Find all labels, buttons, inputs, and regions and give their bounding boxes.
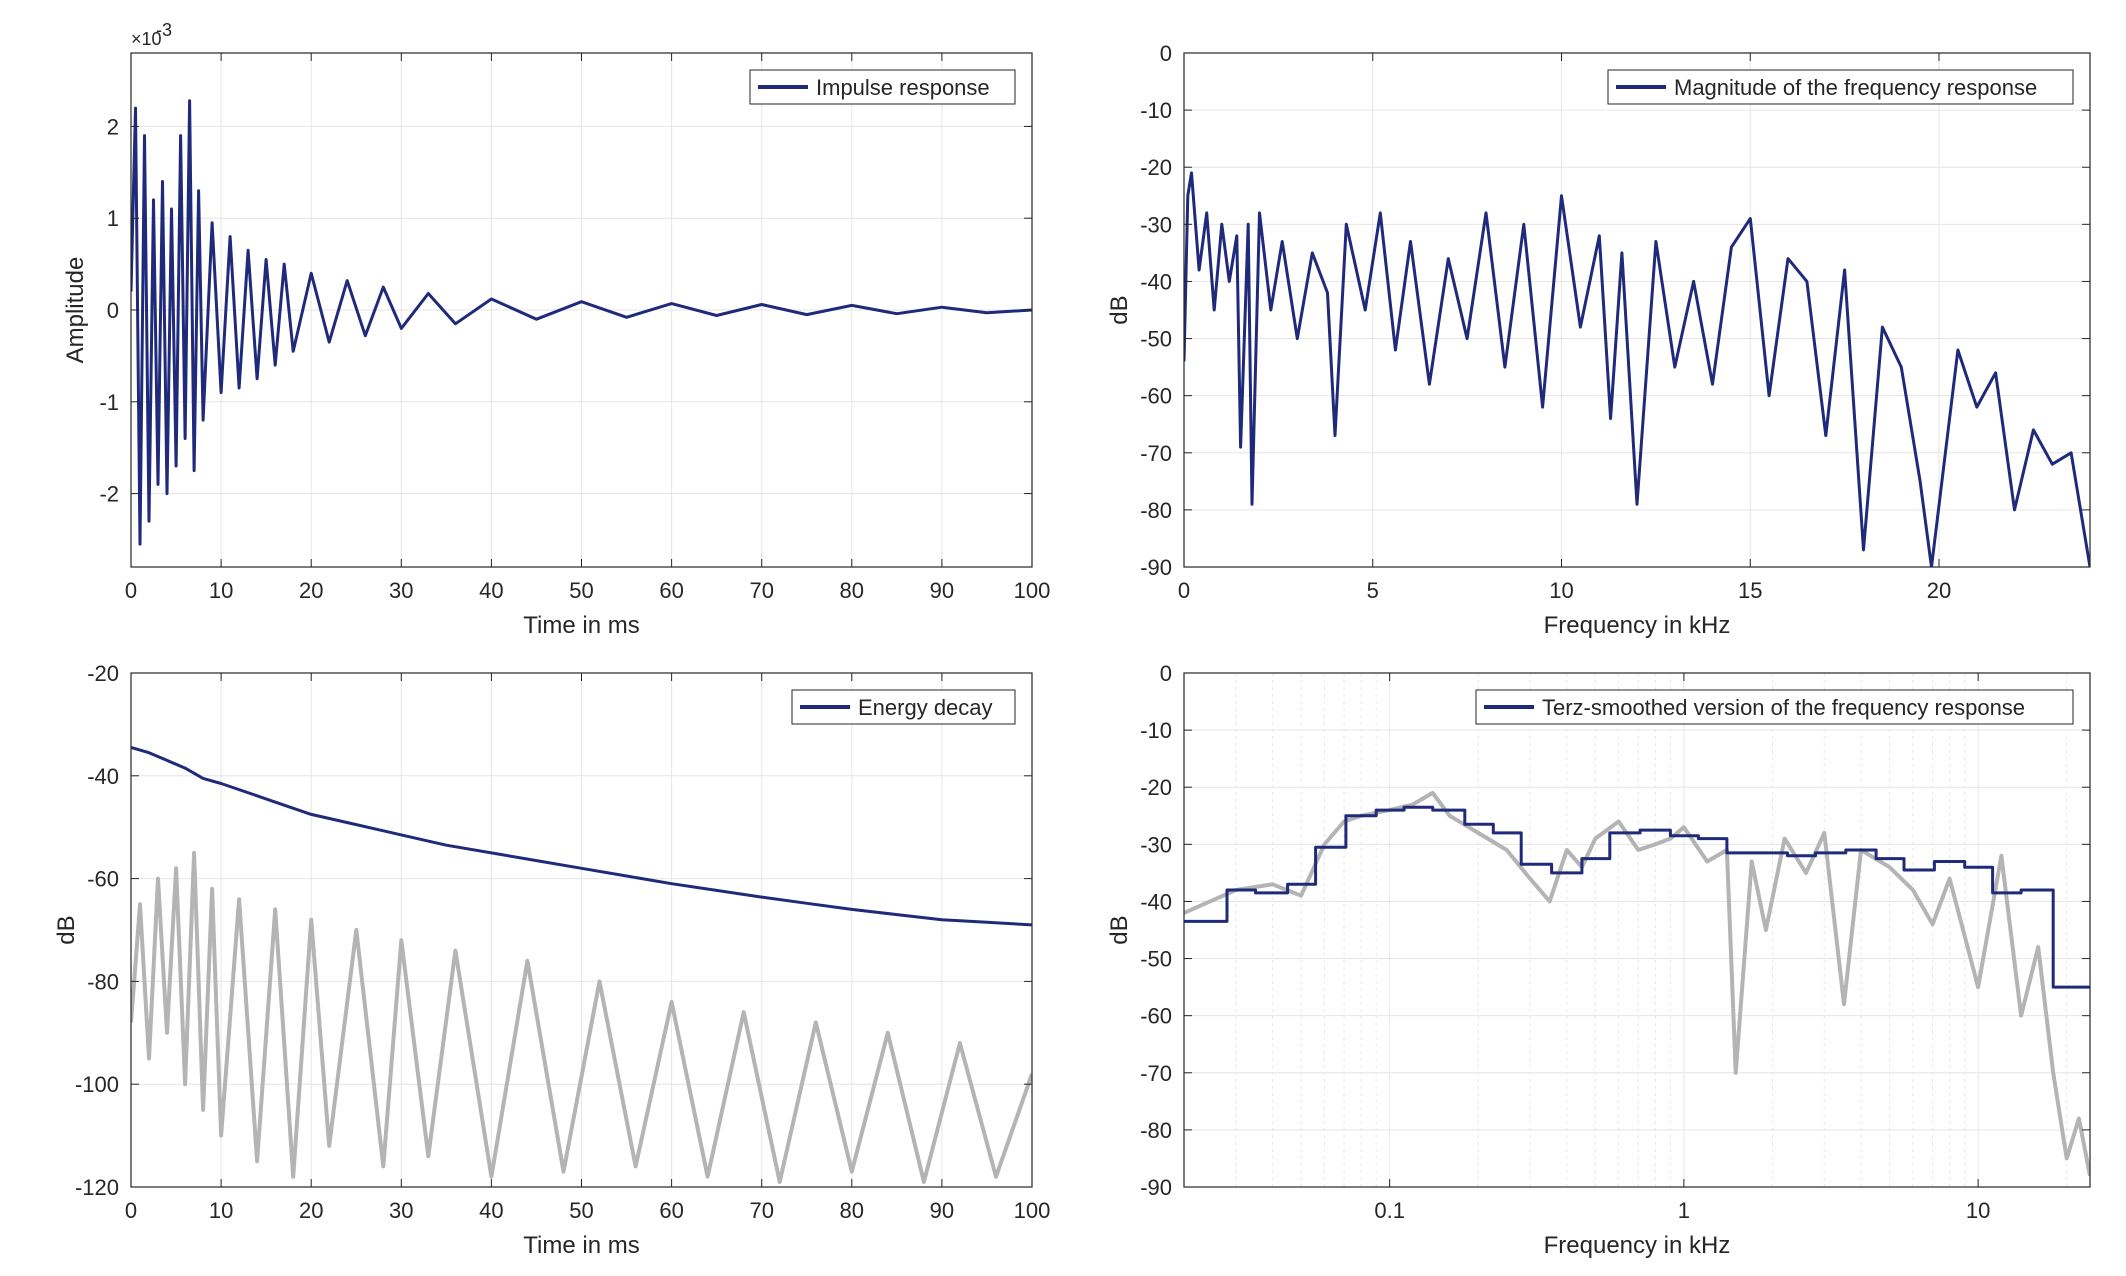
x-tick-label: 60 [659, 1198, 683, 1223]
y-tick-label: -60 [1140, 1004, 1172, 1029]
x-axis-label: Frequency in kHz [1544, 1232, 1731, 1259]
x-tick-label: 0 [125, 578, 137, 603]
chart-panel-3: 0 10 20 30 40 50 60 70 80 90 100 -20 -40 -60 -80 -100 -1… [53, 661, 1050, 1259]
legend-box [1475, 689, 2074, 725]
x-tick-label: 20 [299, 1198, 323, 1223]
x-axis-label: Time in ms [523, 1232, 639, 1259]
x-tick-label: 70 [749, 1198, 773, 1223]
y-tick-label: -30 [1140, 212, 1172, 237]
y-tick-label: -20 [1140, 155, 1172, 180]
y-tick-label: 0 [107, 298, 119, 323]
y-tick-label: 0 [1160, 661, 1172, 686]
series-line-1 [131, 746, 1032, 927]
x-tick-label: 10 [209, 1198, 233, 1223]
x-tick-label: 0.1 [1374, 1198, 1405, 1223]
x-tick-label: 40 [479, 1198, 503, 1223]
x-tick-label: 50 [569, 578, 593, 603]
legend-label: Energy decay [858, 695, 993, 720]
y-tick-label: -70 [1140, 441, 1172, 466]
legend-label: Magnitude of the frequency response [1674, 75, 2037, 100]
y-tick-label: -120 [75, 1175, 119, 1200]
y-tick-label: 2 [107, 114, 119, 139]
x-tick-label: 10 [1549, 578, 1573, 603]
y-exponent-label: ×10 [131, 29, 162, 49]
y-tick-label: -2 [99, 482, 119, 507]
y-tick-label: -20 [87, 661, 119, 686]
series-line-1 [1184, 171, 2090, 567]
legend: Terz-smoothed version of the frequency r… [1475, 689, 2074, 725]
x-tick-label: 80 [840, 578, 864, 603]
y-axis-label: dB [53, 915, 80, 944]
x-axis-label: Time in ms [523, 612, 639, 639]
x-tick-label: 20 [1927, 578, 1951, 603]
series-line-1 [1184, 805, 2090, 989]
series-line-raw [131, 850, 1032, 1184]
x-tick-label: 100 [1014, 1198, 1051, 1223]
legend-box [1607, 69, 2074, 105]
x-tick-label: 15 [1738, 578, 1762, 603]
y-tick-label: 1 [107, 206, 119, 231]
y-tick-label: -50 [1140, 327, 1172, 352]
x-tick-label: 90 [930, 578, 954, 603]
y-tick-label: -80 [1140, 1118, 1172, 1143]
series-line-1 [131, 99, 1032, 546]
y-tick-label: -10 [1140, 718, 1172, 743]
x-tick-label: 90 [930, 1198, 954, 1223]
x-tick-label: 0 [1178, 578, 1190, 603]
x-tick-label: 40 [479, 578, 503, 603]
y-exponent-power: -3 [156, 20, 172, 40]
x-tick-label: 80 [840, 1198, 864, 1223]
legend: Energy decay [791, 689, 1016, 725]
y-axis-label: dB [1106, 295, 1133, 324]
y-tick-label: -40 [87, 764, 119, 789]
y-axis-label: Amplitude [62, 257, 89, 364]
x-tick-label: 30 [389, 1198, 413, 1223]
x-axis-label: Frequency in kHz [1544, 612, 1731, 639]
x-tick-label: 1 [1678, 1198, 1690, 1223]
y-tick-label: 0 [1160, 41, 1172, 66]
y-tick-label: -40 [1140, 889, 1172, 914]
legend: Magnitude of the frequency response [1607, 69, 2074, 105]
legend-label: Impulse response [816, 75, 990, 100]
y-tick-label: -20 [1140, 775, 1172, 800]
x-tick-label: 5 [1367, 578, 1379, 603]
y-tick-label: -60 [1140, 384, 1172, 409]
y-tick-label: -60 [87, 867, 119, 892]
x-tick-label: 20 [299, 578, 323, 603]
y-tick-label: -1 [99, 390, 119, 415]
chart-panel-4: 0.1 1 10 0 -10 -20 -30 -40 -50 -60 -70 -80 -90 Freque… [1106, 661, 2091, 1259]
axes-box [1183, 672, 2091, 1188]
y-axis-label: dB [1106, 915, 1133, 944]
y-tick-label: -90 [1140, 555, 1172, 580]
x-tick-label: 30 [389, 578, 413, 603]
x-tick-label: 100 [1014, 578, 1051, 603]
plot-area [1184, 673, 2090, 1187]
legend-label: Terz-smoothed version of the frequency r… [1542, 695, 2025, 720]
y-tick-label: -80 [87, 969, 119, 994]
chart-panel-2: 0 5 10 15 20 0 -10 -20 -30 -40 -50 -60 -70 -80 -90 Freq… [1106, 41, 2091, 639]
x-tick-label: 0 [125, 1198, 137, 1223]
y-tick-label: -40 [1140, 269, 1172, 294]
y-tick-label: -100 [75, 1072, 119, 1097]
chart-panel-1: 0 10 20 30 40 50 60 70 80 90 100 -2 -1 0 1 2 Time in ms A… [62, 20, 1050, 639]
y-tick-label: -50 [1140, 947, 1172, 972]
legend: Impulse response [749, 69, 1016, 105]
y-tick-label: -30 [1140, 832, 1172, 857]
y-tick-label: -90 [1140, 1175, 1172, 1200]
x-tick-label: 70 [749, 578, 773, 603]
y-tick-label: -80 [1140, 498, 1172, 523]
x-tick-label: 50 [569, 1198, 593, 1223]
axes-box [1183, 52, 2091, 568]
grid-lines [1184, 672, 2090, 1188]
x-tick-label: 10 [1966, 1198, 1990, 1223]
x-tick-label: 60 [659, 578, 683, 603]
x-tick-label: 10 [209, 578, 233, 603]
y-tick-label: -10 [1140, 98, 1172, 123]
y-tick-label: -70 [1140, 1061, 1172, 1086]
series-line-raw [1184, 790, 2090, 1176]
